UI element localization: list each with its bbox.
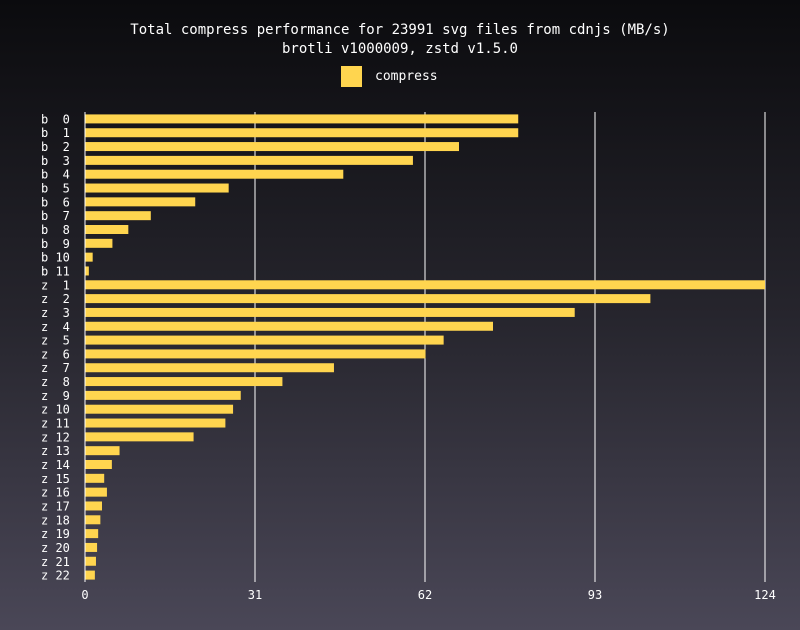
- bar-b-9: [85, 238, 113, 248]
- chart-subtitle: brotli v1000009, zstd v1.5.0: [281, 41, 518, 57]
- y-tick-label: b 5: [41, 182, 70, 196]
- bar-z-7: [85, 363, 334, 373]
- y-tick-label: z 5: [41, 334, 70, 348]
- y-tick-label: z 6: [41, 347, 70, 361]
- bar-b-5: [85, 183, 229, 193]
- bar-z-3: [85, 307, 575, 317]
- y-tick-label: b 11: [41, 264, 70, 278]
- y-tick-label: b 9: [41, 237, 70, 251]
- x-tick-label: 62: [418, 588, 432, 602]
- y-tick-label: z 1: [41, 278, 70, 292]
- y-tick-label: b 3: [41, 154, 70, 168]
- y-tick-label: z 3: [41, 306, 70, 320]
- bar-b-4: [85, 169, 344, 179]
- bar-z-2: [85, 294, 651, 304]
- chart-title-block: Total compress performance for 23991 svg…: [0, 21, 800, 59]
- legend: compress: [341, 66, 438, 87]
- bar-z-10: [85, 404, 234, 414]
- y-tick-label: b 6: [41, 195, 70, 209]
- bar-b-1: [85, 128, 519, 138]
- y-tick-label: z 19: [41, 527, 70, 541]
- bar-b-3: [85, 155, 413, 165]
- y-tick-label: z 10: [41, 403, 70, 417]
- y-tick-label: z 14: [41, 458, 70, 472]
- y-tick-label: b 7: [41, 209, 70, 223]
- y-tick-label: z 18: [41, 513, 70, 527]
- y-tick-label: z 12: [41, 430, 70, 444]
- y-tick-label: z 15: [41, 472, 70, 486]
- bar-z-19: [85, 529, 99, 539]
- bar-z-9: [85, 390, 241, 400]
- y-tick-label: b 8: [41, 223, 70, 237]
- y-tick-label: z 20: [41, 541, 70, 555]
- bar-b-0: [85, 114, 519, 124]
- y-tick-label: z 9: [41, 389, 70, 403]
- y-tick-label: z 8: [41, 375, 70, 389]
- bar-z-22: [85, 570, 95, 580]
- bar-b-2: [85, 142, 459, 152]
- y-tick-label: z 4: [41, 320, 70, 334]
- bar-z-14: [85, 460, 112, 469]
- bar-z-16: [85, 487, 107, 497]
- x-tick-label: 0: [81, 588, 88, 602]
- legend-label: compress: [375, 69, 438, 84]
- y-tick-label: z 2: [41, 292, 70, 306]
- bar-z-18: [85, 515, 101, 525]
- y-tick-label: z 7: [41, 361, 70, 375]
- y-tick-label: b 2: [41, 140, 70, 154]
- y-tick-label: b 1: [41, 126, 70, 140]
- bar-z-1: [85, 280, 765, 290]
- y-tick-label: z 16: [41, 486, 70, 500]
- y-tick-label: z 17: [41, 499, 70, 513]
- bar-b-10: [85, 252, 93, 262]
- bar-z-21: [85, 556, 96, 566]
- bar-z-5: [85, 335, 444, 345]
- legend-swatch: [341, 66, 362, 87]
- y-tick-label: z 11: [41, 417, 70, 431]
- bar-b-7: [85, 211, 151, 221]
- x-tick-label: 93: [588, 588, 602, 602]
- bar-z-17: [85, 501, 102, 511]
- y-tick-label: z 13: [41, 444, 70, 458]
- x-tick-label: 31: [248, 588, 262, 602]
- bar-z-20: [85, 542, 98, 552]
- y-tick-label: b 0: [41, 112, 70, 126]
- y-tick-label: b 10: [41, 251, 70, 265]
- bar-z-11: [85, 418, 226, 428]
- bar-z-4: [85, 321, 493, 331]
- bar-b-11: [85, 266, 89, 276]
- bar-b-8: [85, 225, 129, 234]
- bar-z-6: [85, 349, 426, 359]
- bar-z-12: [85, 432, 194, 442]
- bar-z-8: [85, 377, 283, 387]
- y-tick-label: z 22: [41, 569, 70, 583]
- y-tick-label: z 21: [41, 555, 70, 569]
- bar-b-6: [85, 197, 196, 207]
- y-tick-label: b 4: [41, 168, 70, 182]
- chart-title: Total compress performance for 23991 svg…: [130, 22, 670, 38]
- bar-z-13: [85, 446, 120, 456]
- x-tick-label: 124: [754, 588, 776, 602]
- bar-z-15: [85, 473, 105, 483]
